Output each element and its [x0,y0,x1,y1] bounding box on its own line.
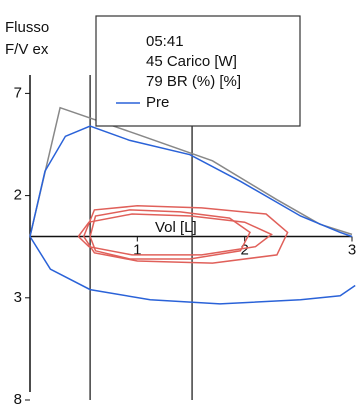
series-line [83,205,289,264]
x-tick-label: 2 [240,241,248,258]
x-tick-label: 3 [348,241,356,258]
series-line [29,125,353,238]
series-line [89,209,251,260]
chart-title: Flusso [5,19,49,36]
y-tick-label: 7 [14,84,22,101]
legend-text: 05:41 [146,33,184,50]
series-line [77,213,273,256]
legend: 05:41 45 Carico [W] 79 BR (%) [%] Pre [95,15,301,127]
legend-label: Pre [146,94,169,111]
legend-text: 45 Carico [W] [146,53,237,70]
x-tick-label: 1 [133,241,141,258]
y-tick-label: 2 [14,187,22,204]
x-axis-label: Vol [L] [155,219,197,236]
series-line [29,236,356,305]
chart-subtitle: F/V ex [5,41,49,58]
y-tick-label: 3 [14,289,22,306]
legend-text: 79 BR (%) [%] [146,73,241,90]
plot: 7 2 3 8 1 2 3 [14,75,356,408]
y-tick-label: 8 [14,391,22,408]
legend-box [95,15,301,127]
